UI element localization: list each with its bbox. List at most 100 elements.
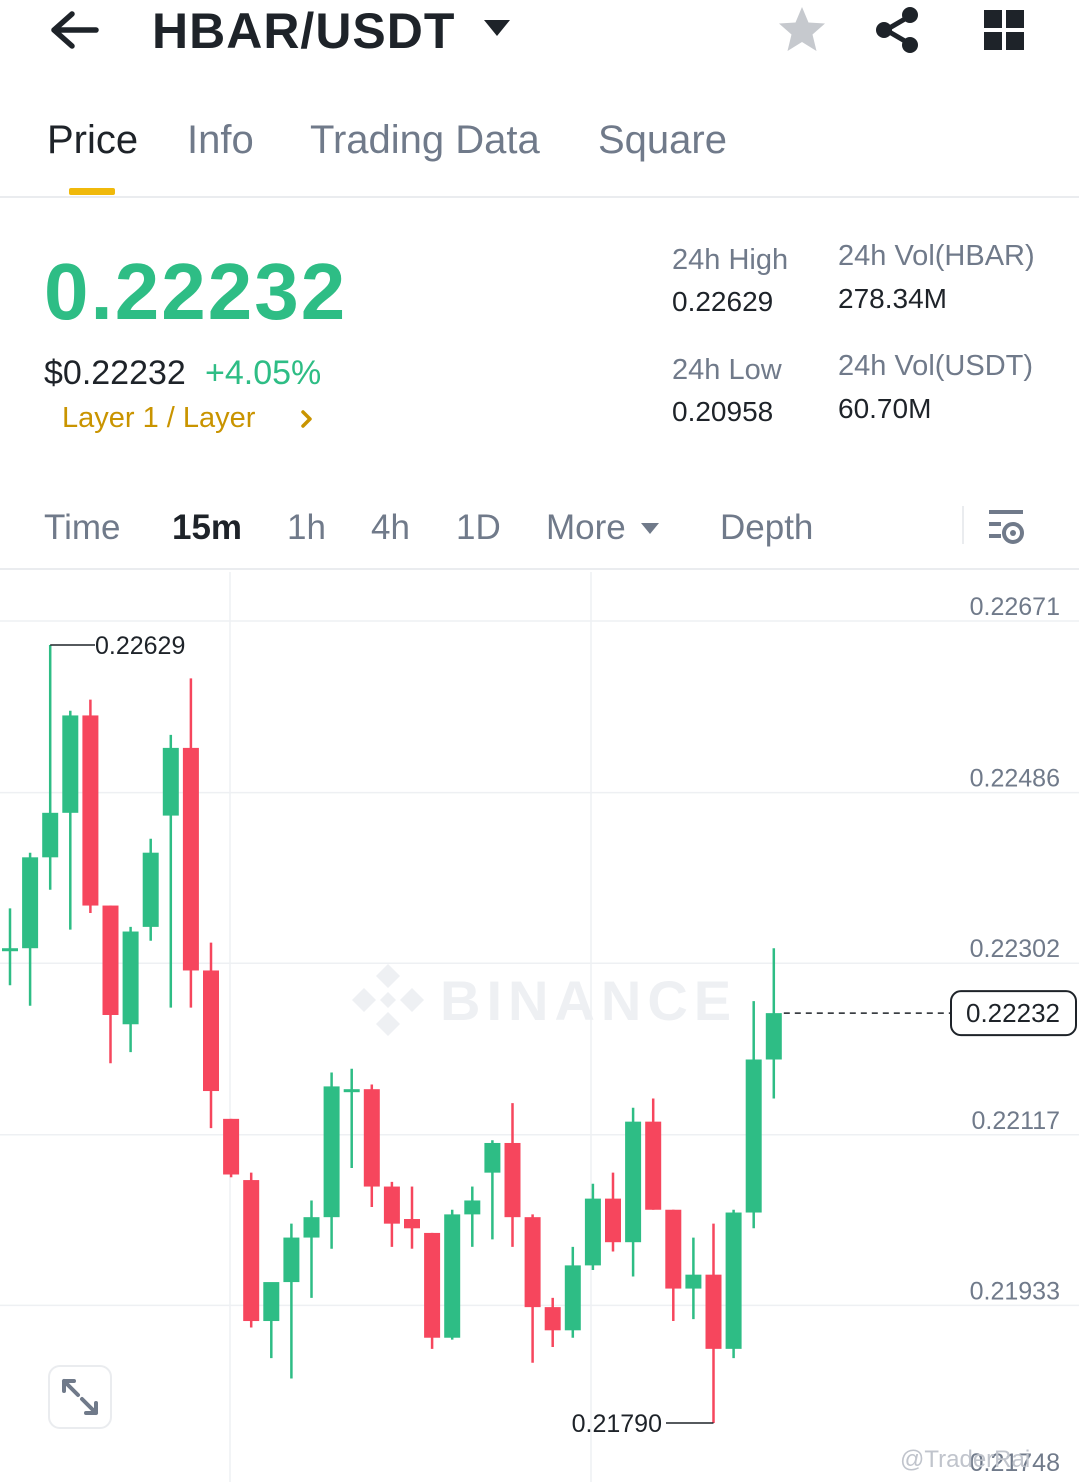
candle-body — [745, 1059, 762, 1213]
candle — [605, 1172, 621, 1252]
candle-body — [665, 1209, 682, 1289]
pair-dropdown[interactable] — [482, 18, 512, 38]
price-change: +4.05% — [205, 354, 322, 392]
low-marker-label: 0.21790 — [572, 1410, 662, 1438]
candle-body — [564, 1265, 581, 1331]
candle-body — [645, 1121, 662, 1210]
candle-body — [323, 1086, 340, 1218]
menu-grid-button[interactable] — [980, 6, 1028, 54]
y-tick-label: 0.21933 — [970, 1277, 1060, 1305]
candle-body — [685, 1274, 702, 1289]
candle — [564, 1246, 581, 1338]
candle-body — [343, 1089, 360, 1093]
binance-logo-icon — [352, 964, 424, 1036]
share-button[interactable] — [872, 4, 924, 56]
candle — [182, 678, 199, 1008]
stat-vol-quote-value: 60.70M — [838, 393, 932, 424]
pair-title[interactable]: HBAR/USDT — [152, 3, 456, 59]
candle-body — [504, 1142, 521, 1218]
y-tick-label: 0.22117 — [971, 1107, 1060, 1135]
candle-body — [424, 1232, 441, 1338]
candle — [504, 1103, 521, 1247]
candle — [625, 1107, 642, 1277]
grid-icon — [984, 10, 1024, 50]
candle — [2, 908, 18, 986]
y-tick-label: 0.22302 — [970, 935, 1060, 963]
interval-1h[interactable]: 1h — [287, 508, 326, 547]
candle — [464, 1186, 481, 1247]
more-dropdown[interactable] — [640, 522, 660, 536]
binance-watermark: BINANCE — [352, 964, 737, 1036]
caret-down-icon — [641, 523, 659, 534]
divider — [962, 506, 964, 544]
candle — [484, 1140, 501, 1240]
tab-square[interactable]: Square — [598, 118, 727, 162]
favorite-button[interactable] — [776, 4, 828, 56]
candle-body — [303, 1217, 320, 1238]
stat-high-value: 0.22629 — [672, 286, 774, 317]
stat-low-value: 0.20958 — [672, 396, 774, 427]
tab-price[interactable]: Price — [47, 118, 139, 162]
candle-body — [82, 715, 99, 906]
caret-down-icon — [484, 20, 510, 36]
candle-body — [223, 1118, 240, 1175]
chart-canvas: BINANCE 0.22671 0.22486 0.22302 0.22117 0.21… — [0, 572, 1079, 1482]
candle — [203, 942, 219, 1129]
candle-body — [484, 1142, 501, 1173]
arrow-left-icon — [51, 11, 99, 49]
candle-body — [283, 1237, 300, 1283]
back-button[interactable] — [46, 6, 102, 54]
candle — [62, 710, 79, 930]
candle-body — [444, 1214, 461, 1338]
interval-15m[interactable]: 15m — [172, 508, 243, 547]
candlestick-chart[interactable]: BINANCE 0.22671 0.22486 0.22302 0.22117 0.21… — [0, 572, 1079, 1482]
stat-vol-base-label: 24h Vol(HBAR) — [838, 240, 1035, 272]
candle — [524, 1214, 541, 1363]
current-price-box — [950, 990, 1077, 1037]
stat-vol-base-value: 278.34M — [838, 283, 947, 314]
price-usd: $0.22232 — [44, 354, 186, 392]
candle-body — [584, 1198, 601, 1266]
share-icon — [876, 7, 918, 53]
candle-body — [524, 1217, 541, 1308]
interval-1d[interactable]: 1D — [456, 508, 501, 547]
candle-body — [122, 931, 139, 1025]
candle-body — [102, 905, 119, 1015]
candle-body — [62, 715, 79, 813]
category-link[interactable]: Layer 1 / Layer — [62, 402, 256, 434]
interval-time[interactable]: Time — [44, 508, 121, 547]
candle-body — [464, 1200, 481, 1215]
candle-body — [263, 1282, 280, 1322]
y-tick-label: 0.21748 — [970, 1449, 1060, 1477]
tab-trading-data[interactable]: Trading Data — [310, 118, 540, 162]
candle-body — [42, 812, 59, 858]
candle — [424, 1232, 441, 1349]
candle — [323, 1072, 340, 1249]
chart-settings-button[interactable] — [986, 506, 1028, 548]
candle — [82, 699, 99, 913]
expand-chart-button[interactable] — [48, 1365, 112, 1429]
interval-4h[interactable]: 4h — [371, 508, 410, 547]
tab-info[interactable]: Info — [187, 118, 254, 162]
candle — [283, 1223, 300, 1379]
candle — [584, 1183, 601, 1271]
interval-depth[interactable]: Depth — [720, 508, 814, 547]
last-price: 0.22232 — [44, 247, 348, 336]
candle-body — [383, 1186, 400, 1224]
category-chevron[interactable] — [300, 408, 314, 430]
candle — [705, 1223, 722, 1424]
candle — [22, 852, 39, 1006]
candle — [142, 838, 159, 941]
candle — [42, 644, 59, 890]
candle-body — [605, 1198, 621, 1243]
candle-body — [142, 852, 159, 927]
candle — [544, 1297, 561, 1348]
candle — [243, 1172, 260, 1328]
candle — [725, 1209, 742, 1359]
watermark-text: BINANCE — [440, 969, 737, 1032]
stat-vol-quote-label: 24h Vol(USDT) — [838, 350, 1034, 382]
candle — [343, 1068, 360, 1169]
watermark-user: @TraderRai — [900, 1446, 1031, 1473]
interval-more[interactable]: More — [546, 508, 626, 547]
candle-body — [544, 1307, 561, 1331]
